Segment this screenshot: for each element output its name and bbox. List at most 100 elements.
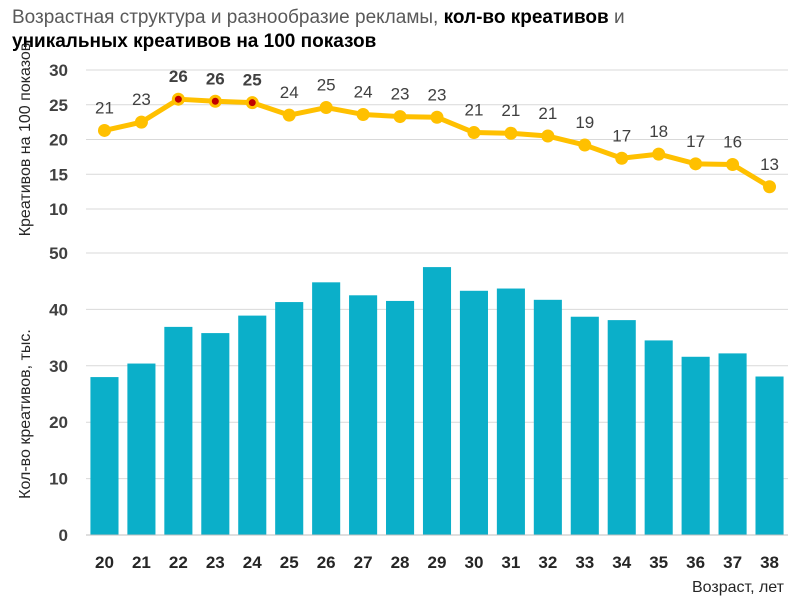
line-y-tick-label: 20 bbox=[49, 131, 68, 150]
line-point bbox=[763, 180, 777, 194]
bar-series bbox=[90, 267, 784, 535]
line-point bbox=[652, 147, 666, 161]
bar-y-tick-label: 40 bbox=[49, 300, 68, 319]
chart-title: Возрастная структура и разнообразие рекл… bbox=[12, 6, 792, 54]
bar bbox=[607, 320, 636, 535]
x-tick-label: 37 bbox=[723, 553, 742, 572]
line-chart-y-ticks: 10 15 20 25 30 bbox=[49, 61, 68, 219]
line-data-label: 21 bbox=[95, 98, 114, 117]
bar bbox=[718, 353, 747, 535]
line-point bbox=[578, 138, 592, 152]
bar bbox=[164, 326, 193, 535]
title-part-3: и bbox=[608, 7, 625, 28]
bar bbox=[570, 316, 599, 535]
line-y-tick-label: 10 bbox=[49, 200, 68, 219]
bar bbox=[201, 333, 230, 535]
bar bbox=[422, 267, 452, 535]
line-point bbox=[208, 94, 222, 108]
x-tick-label: 26 bbox=[317, 553, 336, 572]
bar-chart-y-axis-label: Кол-во креативов, тыс. bbox=[17, 329, 34, 499]
x-tick-label: 21 bbox=[132, 553, 151, 572]
line-data-label: 19 bbox=[575, 113, 594, 132]
line-chart-y-axis-label: Креативов на 100 показов bbox=[17, 43, 34, 237]
line-data-label: 25 bbox=[243, 71, 262, 90]
bar bbox=[755, 376, 784, 535]
bar bbox=[238, 315, 267, 535]
bar bbox=[312, 282, 341, 535]
line-data-label: 23 bbox=[391, 85, 410, 104]
x-tick-label: 34 bbox=[612, 553, 631, 572]
x-tick-label: 22 bbox=[169, 553, 188, 572]
line-data-label: 23 bbox=[428, 85, 447, 104]
line-data-label: 21 bbox=[538, 104, 557, 123]
line-data-label: 17 bbox=[686, 132, 705, 151]
bar bbox=[496, 288, 525, 535]
line-data-label: 24 bbox=[354, 82, 373, 101]
line-data-label: 25 bbox=[317, 76, 336, 95]
line-point bbox=[97, 123, 111, 137]
x-tick-label: 20 bbox=[95, 553, 114, 572]
x-tick-label: 29 bbox=[428, 553, 447, 572]
line-point bbox=[726, 158, 740, 172]
line-point bbox=[541, 129, 555, 143]
bar bbox=[681, 356, 710, 535]
x-tick-label: 24 bbox=[243, 553, 262, 572]
bar bbox=[275, 302, 304, 535]
line-point bbox=[689, 157, 703, 171]
bar-y-tick-label: 10 bbox=[49, 470, 68, 489]
x-tick-label: 35 bbox=[649, 553, 668, 572]
line-data-label: 26 bbox=[169, 67, 188, 86]
bar-y-tick-label: 0 bbox=[59, 526, 68, 545]
line-data-label: 16 bbox=[723, 133, 742, 152]
x-tick-label: 38 bbox=[760, 553, 779, 572]
line-data-label: 13 bbox=[760, 155, 779, 174]
bar bbox=[386, 300, 415, 535]
line-point bbox=[467, 126, 481, 140]
x-axis-ticks: 20 21 22 23 24 25 26 27 28 29 30 31 32 33 34 35 36 37 38 bbox=[95, 553, 779, 572]
line-data-label: 21 bbox=[464, 101, 483, 120]
x-tick-label: 25 bbox=[280, 553, 299, 572]
x-tick-label: 27 bbox=[354, 553, 373, 572]
bar bbox=[533, 299, 562, 535]
bar bbox=[459, 290, 488, 535]
line-chart-gridlines bbox=[86, 69, 788, 210]
bar-y-tick-label: 30 bbox=[49, 357, 68, 376]
line-point bbox=[171, 92, 185, 106]
line-data-label: 17 bbox=[612, 126, 631, 145]
line-data-label: 18 bbox=[649, 122, 668, 141]
line-y-tick-label: 25 bbox=[49, 96, 68, 115]
bar-y-tick-label: 20 bbox=[49, 413, 68, 432]
line-point bbox=[504, 126, 518, 140]
line-y-tick-label: 15 bbox=[49, 165, 68, 184]
title-part-2: кол-во креативов bbox=[443, 7, 609, 28]
x-tick-label: 23 bbox=[206, 553, 225, 572]
bar bbox=[127, 363, 156, 535]
line-points bbox=[97, 92, 777, 194]
line-point bbox=[356, 107, 370, 121]
title-part-1: Возрастная структура и разнообразие рекл… bbox=[12, 7, 444, 28]
x-tick-label: 36 bbox=[686, 553, 705, 572]
bar-chart-y-ticks: 0 10 20 30 40 50 bbox=[49, 244, 68, 545]
x-tick-label: 28 bbox=[391, 553, 410, 572]
line-point bbox=[245, 96, 259, 110]
bar bbox=[90, 377, 119, 535]
line-point bbox=[319, 101, 333, 115]
bar bbox=[349, 295, 378, 535]
title-part-4: уникальных креативов на 100 показов bbox=[12, 31, 377, 52]
x-tick-label: 32 bbox=[538, 553, 557, 572]
line-y-tick-label: 30 bbox=[49, 61, 68, 80]
line-point bbox=[393, 110, 407, 124]
line-data-label: 21 bbox=[501, 101, 520, 120]
line-point bbox=[615, 151, 629, 165]
line-point bbox=[282, 108, 296, 122]
bar-y-tick-label: 50 bbox=[49, 244, 68, 263]
bar bbox=[644, 340, 673, 535]
line-data-label: 24 bbox=[280, 83, 299, 102]
x-tick-label: 31 bbox=[501, 553, 520, 572]
line-data-labels: 21 23 26 26 25 24 25 24 23 23 21 21 21 19 17 18 17 16 13 bbox=[95, 67, 779, 174]
x-tick-label: 33 bbox=[575, 553, 594, 572]
x-axis-label: Возраст, лет bbox=[692, 579, 785, 596]
line-data-label: 26 bbox=[206, 69, 225, 88]
line-point bbox=[430, 110, 444, 124]
